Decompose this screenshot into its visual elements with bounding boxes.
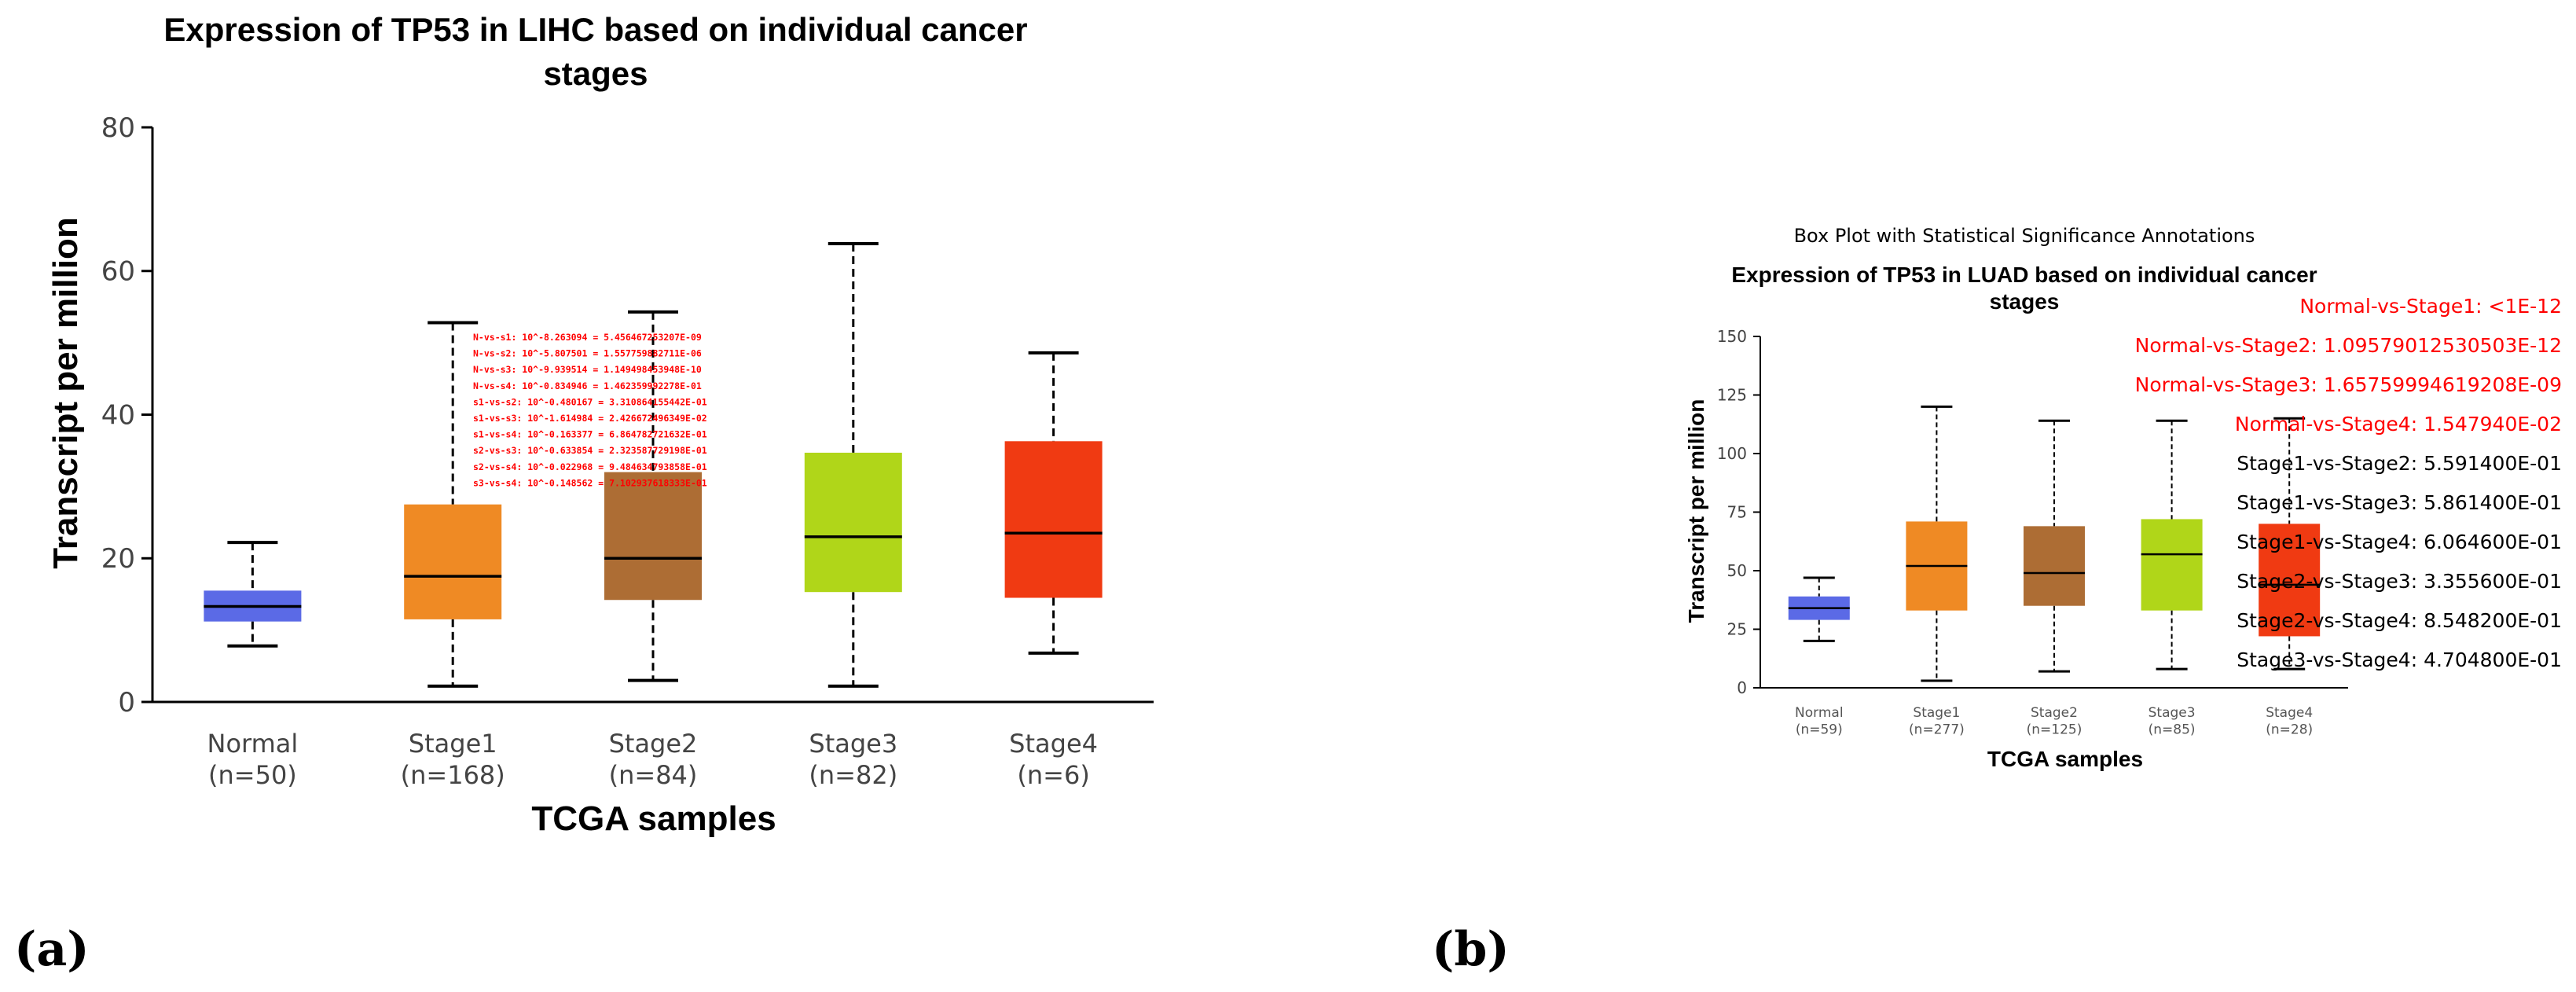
chart-b-plot: 0 25 50 75 100 125 150 Normal(n=59) Stage1(n=277… bbox=[1717, 295, 2562, 737]
box-stage3 bbox=[2141, 519, 2203, 611]
significance-annotation: N-vs-s4: 10^-0.834946 = 1.462359992278E-… bbox=[473, 380, 702, 391]
box-stage4 bbox=[1004, 441, 1103, 598]
y-tick-label: 40 bbox=[101, 399, 135, 431]
significance-annotation: Stage2-vs-Stage3: 3.355600E-01 bbox=[2237, 570, 2562, 593]
y-tick-label: 0 bbox=[1737, 678, 1747, 697]
x-category-label: Stage3 bbox=[809, 729, 897, 759]
significance-annotation: Normal-vs-Stage2: 1.09579012530503E-12 bbox=[2135, 334, 2562, 357]
y-tick-label: 150 bbox=[1717, 327, 1747, 346]
panel-label-a: (a) bbox=[14, 922, 90, 977]
y-tick-label: 25 bbox=[1727, 620, 1747, 639]
x-category-count: (n=82) bbox=[809, 760, 897, 790]
y-tick-label: 80 bbox=[101, 112, 135, 144]
x-category-label: Stage3 bbox=[2149, 705, 2196, 721]
x-category-count: (n=6) bbox=[1017, 760, 1089, 790]
y-tick-label: 50 bbox=[1727, 561, 1747, 580]
chart-b-title-line2: stages bbox=[1990, 289, 2060, 314]
y-tick-label: 20 bbox=[101, 543, 135, 575]
chart-a-x-axis-label: TCGA samples bbox=[531, 799, 776, 838]
box-stage4 bbox=[2259, 524, 2321, 637]
y-tick-label: 125 bbox=[1717, 386, 1747, 405]
x-category-count: (n=28) bbox=[2266, 722, 2313, 737]
x-category-label: Normal bbox=[1795, 705, 1844, 721]
significance-annotation: Stage3-vs-Stage4: 4.704800E-01 bbox=[2237, 648, 2562, 671]
chart-a-title-line2: stages bbox=[543, 55, 648, 92]
chart-a-y-axis-label: Transcript per million bbox=[46, 217, 85, 568]
box-stage2 bbox=[604, 472, 702, 601]
x-category-count: (n=168) bbox=[401, 760, 505, 790]
significance-annotation: s2-vs-s4: 10^-0.022968 = 9.484634793858E… bbox=[473, 461, 707, 472]
x-category-label: Stage4 bbox=[1009, 729, 1098, 759]
significance-annotation: s1-vs-s4: 10^-0.163377 = 6.864782721632E… bbox=[473, 429, 707, 440]
significance-annotation: s2-vs-s3: 10^-0.633854 = 2.323587729198E… bbox=[473, 445, 707, 456]
panel-label-b: (b) bbox=[1432, 922, 1510, 977]
chart-b-super-title: Box Plot with Statistical Significance A… bbox=[1794, 225, 2255, 247]
chart-b-x-axis-label: TCGA samples bbox=[1987, 747, 2143, 771]
x-category-count: (n=84) bbox=[609, 760, 698, 790]
box-stage3 bbox=[804, 452, 902, 593]
significance-annotation: N-vs-s3: 10^-9.939514 = 1.149498453948E-… bbox=[473, 364, 702, 375]
box-stage2 bbox=[2024, 526, 2085, 606]
significance-annotation: Normal-vs-Stage1: <1E-12 bbox=[2299, 295, 2562, 318]
significance-annotation: N-vs-s1: 10^-8.263094 = 5.456467253207E-… bbox=[473, 332, 702, 343]
box-stage1 bbox=[404, 504, 502, 619]
x-category-label: Stage2 bbox=[609, 729, 698, 759]
chart-b-y-axis-label: Transcript per million bbox=[1684, 399, 1708, 623]
y-tick-label: 75 bbox=[1727, 503, 1747, 522]
significance-annotation: s1-vs-s3: 10^-1.614984 = 2.426672496349E… bbox=[473, 413, 707, 424]
y-tick-label: 60 bbox=[101, 256, 135, 288]
significance-annotation: Stage1-vs-Stage2: 5.591400E-01 bbox=[2237, 452, 2562, 475]
x-category-count: (n=277) bbox=[1909, 722, 1965, 737]
y-tick-label: 100 bbox=[1717, 444, 1747, 463]
significance-annotation: Stage1-vs-Stage4: 6.064600E-01 bbox=[2237, 531, 2562, 553]
x-category-count: (n=125) bbox=[2027, 722, 2082, 737]
chart-a-plot: 0 20 40 60 80 Normal(n=50) Stage1(n=168) Stage2… bbox=[101, 112, 1154, 790]
x-category-count: (n=85) bbox=[2149, 722, 2196, 737]
significance-annotation: N-vs-s2: 10^-5.807501 = 1.557759882711E-… bbox=[473, 348, 702, 359]
significance-annotation: Normal-vs-Stage4: 1.547940E-02 bbox=[2235, 413, 2562, 435]
x-category-label: Stage1 bbox=[1913, 705, 1960, 721]
y-tick-label: 0 bbox=[118, 687, 135, 718]
significance-annotation: Stage2-vs-Stage4: 8.548200E-01 bbox=[2237, 609, 2562, 632]
x-category-count: (n=50) bbox=[208, 760, 297, 790]
chart-a-title-line1: Expression of TP53 in LIHC based on indi… bbox=[163, 11, 1027, 48]
significance-annotation: s3-vs-s4: 10^-0.148562 = 7.102937618333E… bbox=[473, 477, 707, 488]
x-category-count: (n=59) bbox=[1796, 722, 1843, 737]
significance-annotation: Stage1-vs-Stage3: 5.861400E-01 bbox=[2237, 491, 2562, 514]
x-category-label: Normal bbox=[207, 729, 299, 759]
x-category-label: Stage1 bbox=[409, 729, 497, 759]
significance-annotation: Normal-vs-Stage3: 1.65759994619208E-09 bbox=[2135, 373, 2562, 396]
significance-annotation: s1-vs-s2: 10^-0.480167 = 3.310864155442E… bbox=[473, 396, 707, 407]
x-category-label: Stage4 bbox=[2266, 705, 2313, 721]
x-category-label: Stage2 bbox=[2031, 705, 2078, 721]
chart-b-title-line1: Expression of TP53 in LUAD based on indi… bbox=[1731, 263, 2317, 287]
